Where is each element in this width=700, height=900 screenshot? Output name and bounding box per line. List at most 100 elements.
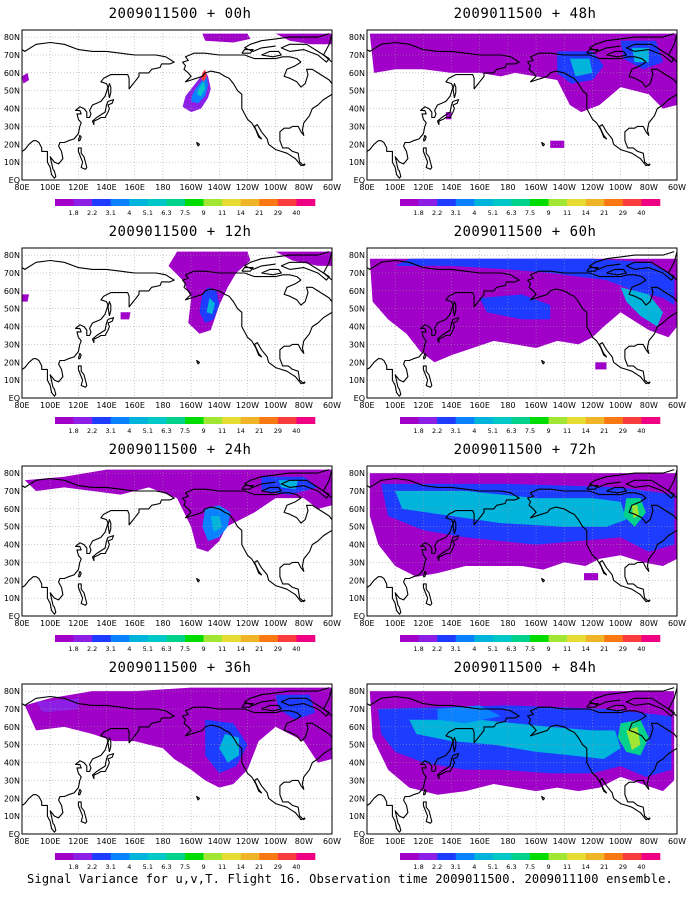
- coastline: [182, 52, 306, 167]
- longitude-tick-label: 160W: [524, 401, 547, 410]
- latitude-tick-label: 10N: [4, 594, 20, 603]
- colorbar-label: 4: [472, 863, 476, 871]
- colorbar-swatch: [437, 417, 457, 424]
- latitude-tick-label: 80N: [4, 469, 20, 478]
- coastline: [541, 577, 546, 583]
- colorbar-swatch: [622, 853, 642, 860]
- colorbar-label: 4: [127, 209, 131, 217]
- latitude-tick-label: 30N: [349, 776, 365, 785]
- longitude-tick-label: 140E: [441, 183, 461, 192]
- colorbar-label: 3.1: [106, 427, 116, 435]
- coastline: [624, 93, 677, 167]
- longitude-tick-label: 100W: [264, 619, 287, 628]
- coastline: [182, 270, 306, 385]
- latitude-tick-label: 60N: [349, 69, 365, 78]
- colorbar-swatch: [277, 199, 297, 206]
- coastline: [22, 695, 175, 833]
- colorbar-label: 11: [218, 645, 226, 653]
- colorbar-label: 4: [127, 863, 131, 871]
- colorbar-swatch: [418, 199, 438, 206]
- colorbar-label: 1.8: [413, 427, 423, 435]
- longitude-tick-label: 140E: [96, 837, 116, 846]
- longitude-tick-label: 120W: [581, 401, 604, 410]
- longitude-tick-label: 80E: [14, 837, 29, 846]
- colorbar-swatch: [240, 853, 260, 860]
- coastline: [77, 147, 88, 170]
- longitude-tick-label: 120W: [236, 619, 259, 628]
- colorbar-label: 5.1: [143, 427, 153, 435]
- coastline: [241, 49, 254, 54]
- latitude-tick-label: 30N: [349, 558, 365, 567]
- coastline: [77, 365, 88, 388]
- colorbar-label: 7.5: [180, 427, 190, 435]
- colorbar-label: 40: [292, 209, 300, 217]
- longitude-tick-label: 160W: [179, 619, 202, 628]
- coastline: [527, 270, 651, 385]
- coastline: [77, 352, 82, 360]
- coastline: [624, 311, 677, 385]
- colorbar-label: 14: [237, 863, 245, 871]
- colorbar-label: 3.1: [451, 209, 461, 217]
- plot-frame: [21, 683, 333, 835]
- longitude-tick-label: 160W: [524, 183, 547, 192]
- longitude-tick-label: 80W: [640, 401, 658, 410]
- colorbar-label: 6.3: [161, 209, 171, 217]
- colorbar-label: 3.1: [106, 209, 116, 217]
- colorbar-label: 11: [563, 427, 571, 435]
- colorbar-label: 29: [274, 863, 282, 871]
- colorbar-swatch: [400, 417, 419, 424]
- colorbar-swatch: [418, 853, 438, 860]
- colorbar-swatch: [129, 635, 149, 642]
- latitude-tick-label: EQ: [354, 830, 365, 839]
- variance-region: [479, 294, 551, 320]
- latitude-tick-label: 50N: [349, 741, 365, 750]
- colorbar-swatch: [418, 417, 438, 424]
- longitude-tick-label: 80W: [640, 183, 658, 192]
- latitude-tick-label: 40N: [4, 323, 20, 332]
- panel-title: 2009011500 + 12h: [108, 224, 252, 240]
- colorbar-swatch: [259, 417, 279, 424]
- longitude-tick-label: 160E: [470, 401, 490, 410]
- variance-region: [595, 362, 607, 370]
- colorbar-label: 4: [127, 427, 131, 435]
- colorbar-label: 2.2: [87, 427, 97, 435]
- coastline: [628, 61, 677, 88]
- colorbar-swatch: [604, 635, 624, 642]
- coastline: [261, 50, 282, 58]
- longitude-tick-label: 80E: [359, 401, 374, 410]
- longitude-tick-label: 180: [500, 619, 515, 628]
- colorbar-swatch: [185, 635, 204, 642]
- longitude-tick-label: 80E: [14, 619, 29, 628]
- latitude-tick-label: EQ: [9, 612, 20, 621]
- colorbar-swatch: [203, 199, 223, 206]
- colorbar-swatch: [585, 199, 605, 206]
- coastline: [422, 801, 433, 824]
- colorbar-label: 40: [292, 863, 300, 871]
- colorbar-swatch: [400, 635, 419, 642]
- map-panel: 2009011500 + 36h 80N 70N 60N 50N 40N 30N 20N 10…: [4, 660, 350, 885]
- coastline: [77, 570, 82, 578]
- colorbar-swatch: [418, 635, 438, 642]
- colorbar-swatch: [166, 199, 186, 206]
- coastline: [279, 529, 332, 603]
- colorbar-label: 6.3: [506, 209, 516, 217]
- coastline: [422, 147, 433, 170]
- colorbar-swatch: [222, 853, 242, 860]
- longitude-tick-label: 60W: [323, 183, 341, 192]
- colorbar-label: 29: [274, 209, 282, 217]
- colorbar-swatch: [92, 853, 112, 860]
- latitude-tick-label: 30N: [4, 558, 20, 567]
- colorbar-label: 40: [637, 645, 645, 653]
- latitude-tick-label: 20N: [4, 140, 20, 149]
- coastline: [283, 61, 332, 88]
- colorbar-swatch: [548, 853, 568, 860]
- colorbar-swatch: [110, 417, 130, 424]
- panel-title: 2009011500 + 84h: [453, 660, 597, 676]
- colorbar-swatch: [240, 199, 260, 206]
- coastline: [586, 49, 599, 54]
- colorbar-label: 1.8: [413, 209, 423, 217]
- longitude-tick-label: 100E: [40, 401, 60, 410]
- coastline: [606, 268, 627, 276]
- coastline: [283, 497, 332, 524]
- coastline: [606, 50, 627, 58]
